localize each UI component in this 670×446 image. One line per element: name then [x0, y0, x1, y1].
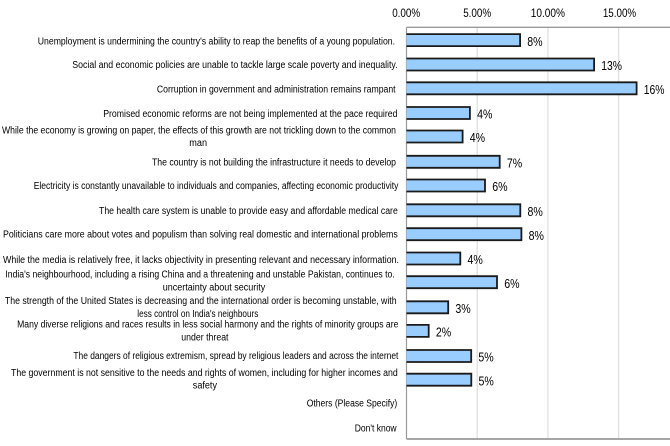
svg-text:6%: 6% [504, 276, 520, 291]
svg-text:15.00%: 15.00% [603, 6, 636, 20]
svg-text:The country is not building th: The country is not building the infrastr… [152, 158, 396, 169]
svg-text:8%: 8% [529, 228, 545, 243]
svg-text:8%: 8% [527, 34, 543, 49]
svg-text:2%: 2% [436, 325, 452, 340]
svg-text:10.00%: 10.00% [531, 6, 565, 20]
svg-text:3%: 3% [455, 301, 471, 316]
svg-text:8%: 8% [528, 204, 544, 219]
svg-text:13%: 13% [601, 58, 622, 73]
svg-text:Promised economic reforms are: Promised economic reforms are not being … [103, 109, 397, 120]
svg-text:uncertainty about security: uncertainty about security [163, 282, 266, 293]
svg-text:While the economy is growing o: While the economy is growing on paper, t… [2, 126, 396, 137]
svg-text:Politicians care more about vo: Politicians care more about votes and po… [3, 229, 398, 240]
svg-text:Unemployment is undermining t: Unemployment is undermining the country'… [38, 36, 395, 47]
svg-text:less control on India's neighb: less control on India's neighbours [137, 309, 258, 320]
svg-text:6%: 6% [492, 179, 508, 194]
svg-text:16%: 16% [644, 82, 665, 97]
svg-text:under threat: under threat [181, 333, 228, 344]
svg-text:The dangers of religious extre: The dangers of religious extremism, spre… [73, 351, 398, 362]
svg-text:0.00%: 0.00% [392, 6, 420, 20]
svg-text:Electricity is constantly unav: Electricity is constantly unavailable to… [34, 181, 399, 192]
svg-text:safety: safety [193, 381, 217, 392]
svg-text:Don't know: Don't know [355, 423, 398, 434]
svg-text:5%: 5% [479, 373, 495, 388]
svg-text:4%: 4% [468, 252, 484, 267]
svg-text:The government is not sensitiv: The government is not sensitive to the n… [11, 368, 398, 379]
svg-text:Corruption in government and a: Corruption in government and administrat… [157, 85, 396, 96]
svg-text:Social and economic policies a: Social and economic policies are unable … [72, 60, 397, 71]
svg-text:man: man [189, 138, 207, 149]
svg-text:India's neighbourhood, includ: India's neighbourhood, including a risin… [5, 270, 394, 281]
svg-text:4%: 4% [477, 107, 493, 122]
svg-text:Many diverse religions and rac: Many diverse religions and races results… [17, 320, 399, 331]
svg-text:5.00%: 5.00% [463, 6, 491, 20]
svg-text:While the media is relatively: While the media is relatively free, it l… [3, 255, 399, 266]
svg-text:Others (Please Specify): Others (Please Specify) [307, 399, 398, 410]
svg-text:7%: 7% [507, 156, 523, 171]
svg-text:The health care system is unab: The health care system is unable to prov… [99, 206, 398, 217]
svg-text:4%: 4% [470, 130, 486, 145]
svg-text:The strength of the United Sta: The strength of the United States is dec… [5, 296, 397, 307]
svg-text:5%: 5% [478, 350, 494, 365]
